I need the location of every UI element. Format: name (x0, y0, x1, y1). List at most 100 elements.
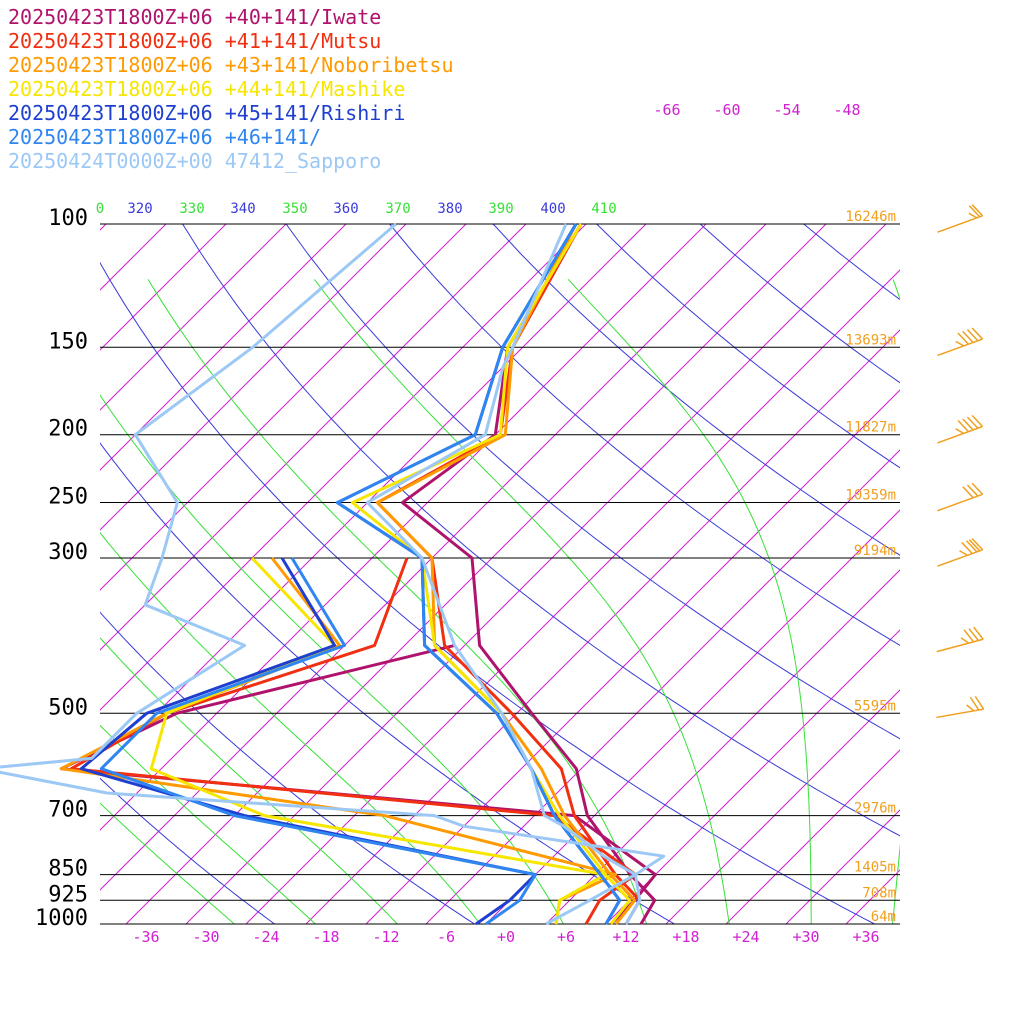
wind-barb (937, 538, 984, 567)
moist-adiabat-grid (100, 279, 900, 924)
temperature-tick-label: +6 (557, 928, 575, 946)
pressure-tick-label: 500 (48, 695, 88, 720)
height-label: 13693m (845, 332, 896, 348)
isobar-grid (100, 223, 900, 925)
legend-entry: 20250423T1800Z+06 +41+141/Mutsu (8, 29, 381, 53)
temperature-tick-label: +18 (672, 928, 699, 946)
isotherm-line (245, 269, 900, 924)
height-label: 708m (862, 885, 896, 901)
dewpoint-line (0, 222, 666, 926)
dewpoint-line (59, 557, 617, 925)
pressure-tick-label: 200 (48, 417, 88, 442)
moist-adiabat-line (100, 724, 317, 924)
pressure-tick-label: 250 (48, 485, 88, 510)
isotherm-line (485, 509, 900, 924)
isotherm-line (100, 224, 767, 891)
pressure-tick-label: 700 (48, 798, 88, 823)
height-label: 11827m (845, 420, 896, 436)
isotherm-line (100, 224, 587, 711)
temperature-tick-label: -12 (372, 928, 399, 946)
temperature-line (350, 223, 632, 925)
wind-barb (936, 626, 984, 653)
pressure-tick-label: 850 (48, 857, 88, 882)
isotherm-line (100, 224, 647, 771)
legend-entry: 20250423T1800Z+06 +40+141/Iwate (8, 5, 381, 29)
height-label: 2976m (854, 801, 896, 817)
temperature-axis: -36 -30 -24 -18 -12 -6 +0 +6 +12 +18 +24 +30 +36 (132, 928, 879, 946)
isotherm-line (305, 329, 900, 924)
theta-label: 320 (127, 201, 152, 217)
moist-adiabat-line (100, 394, 564, 924)
isotherm-line (906, 13, 1024, 924)
moist-adiabat-line (892, 279, 900, 924)
temperature-tick-label: -36 (132, 928, 159, 946)
wind-barbs (936, 204, 985, 719)
theta-label: 390 (488, 201, 513, 217)
dry-adiabat-grid (100, 224, 900, 924)
dry-adiabat-line (802, 224, 900, 301)
temperature-tick-label: -24 (252, 928, 279, 946)
wind-barb (937, 327, 984, 357)
isotherm-line (100, 224, 347, 471)
legend-entry: 20250423T1800Z+06 +46+141/ (8, 125, 321, 149)
dry-adiabat-line (285, 224, 900, 740)
isotherm-line (425, 449, 900, 924)
dewpoint-line (99, 557, 537, 926)
upper-temperature-label: -48 (833, 101, 860, 119)
theta-label: 330 (179, 201, 204, 217)
theta-label: 410 (591, 201, 616, 217)
temperature-tick-label: +0 (497, 928, 515, 946)
temperature-tick-label: -6 (437, 928, 455, 946)
temperature-line (400, 223, 657, 925)
isotherm-line (665, 689, 900, 924)
temperature-tick-label: +36 (852, 928, 879, 946)
height-label: 10359m (845, 488, 896, 504)
dry-adiabat-line (100, 261, 876, 924)
theta-label: 350 (282, 201, 307, 217)
temperature-tick-label: +12 (612, 928, 639, 946)
height-label: 16246m (845, 209, 896, 225)
isotherm-line (605, 629, 900, 924)
wind-barb (937, 414, 984, 444)
isotherm-line (365, 389, 900, 924)
moist-adiabat-line (147, 279, 648, 924)
upper-temperature-label: -60 (713, 101, 740, 119)
height-label: 9194m (854, 543, 896, 559)
wind-barb (937, 482, 984, 512)
moist-adiabat-line (100, 802, 236, 924)
wind-barb (937, 204, 984, 233)
theta-label: 400 (540, 201, 565, 217)
temperature-line (365, 223, 642, 925)
moist-adiabat-line (314, 279, 730, 924)
dry-adiabat-line (100, 777, 276, 924)
pressure-tick-label: 150 (48, 329, 88, 354)
temperature-tick-label: +24 (732, 928, 759, 946)
isotherm-line (545, 569, 900, 924)
pressure-tick-label: 300 (48, 540, 88, 565)
temperature-tick-label: -18 (312, 928, 339, 946)
isotherm-line (845, 869, 900, 924)
theta-label: 370 (385, 201, 410, 217)
sounding-series (0, 222, 666, 926)
legend: 20250423T1800Z+06 +40+141/Iwate20250423T… (8, 5, 454, 173)
pressure-tick-label: 100 (48, 206, 88, 231)
dewpoint-line (79, 557, 537, 926)
dry-adiabat-line (100, 611, 476, 924)
isotherm-line (100, 224, 407, 531)
height-label: 64m (871, 909, 896, 925)
isotherm-line (125, 224, 827, 924)
theta-labels: 0 320 330 340 350 360 370 380 390 400 410 (96, 201, 617, 217)
wind-barb (936, 695, 985, 719)
theta-label: 340 (230, 201, 255, 217)
theta-label: 360 (333, 201, 358, 217)
legend-entry: 20250424T0000Z+00 47412_Sapporo (8, 149, 381, 173)
isotherm-line (100, 224, 467, 591)
temperature-tick-label: +30 (792, 928, 819, 946)
moist-adiabat-line (100, 531, 481, 924)
legend-entry: 20250423T1800Z+06 +43+141/Noboribetsu (8, 53, 454, 77)
height-labels: 16246m 13693m 11827m 10359m 9194m 5595m 2976m 1… (845, 209, 896, 925)
theta-label: 380 (437, 201, 462, 217)
upper-isotherm-labels: -66 -60 -54 -48 (653, 101, 860, 119)
